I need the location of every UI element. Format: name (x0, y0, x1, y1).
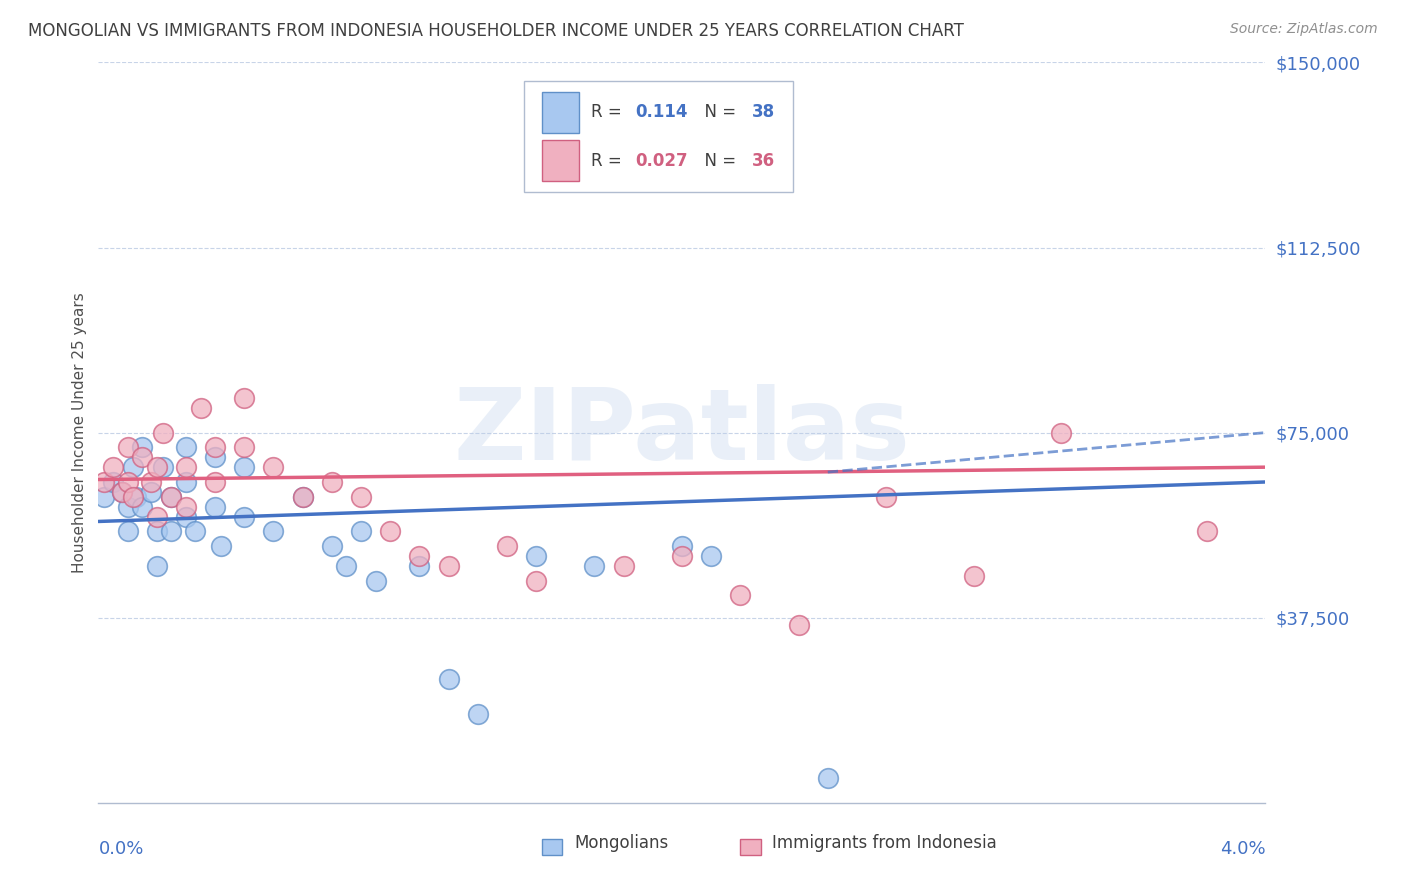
Text: 36: 36 (752, 152, 775, 169)
Point (1197, 524, 1219, 539)
Point (233, 460, 256, 475)
Point (146, 558, 169, 573)
Point (583, 558, 606, 573)
Point (125, 490, 148, 504)
Point (122, 460, 145, 475)
Text: 4.0%: 4.0% (1220, 840, 1265, 858)
Bar (541, 92, 579, 133)
Point (1050, 425, 1073, 440)
Text: 0.0%: 0.0% (98, 840, 143, 858)
Point (962, 568, 984, 582)
Text: 38: 38 (752, 103, 775, 121)
Point (204, 450, 226, 465)
Bar (541, 839, 562, 855)
Point (101, 475, 124, 489)
Point (117, 441, 139, 455)
Point (467, 706, 489, 721)
Point (233, 509, 256, 524)
Text: R =: R = (591, 103, 627, 121)
Point (174, 441, 197, 455)
Text: ZIPatlas: ZIPatlas (454, 384, 910, 481)
Point (146, 524, 169, 539)
Point (122, 490, 145, 504)
Point (700, 549, 723, 563)
Point (160, 490, 183, 504)
Point (291, 490, 314, 504)
Point (380, 524, 402, 539)
Point (174, 475, 197, 489)
Point (671, 549, 693, 563)
Point (174, 500, 197, 514)
Point (146, 509, 169, 524)
Point (209, 539, 232, 553)
Point (117, 524, 139, 539)
Bar (741, 839, 761, 855)
Point (117, 475, 139, 489)
Point (291, 490, 314, 504)
Point (875, 490, 897, 504)
FancyBboxPatch shape (524, 81, 793, 192)
Point (204, 441, 226, 455)
Point (233, 391, 256, 405)
Point (817, 771, 839, 785)
Point (111, 484, 134, 499)
Text: 0.114: 0.114 (636, 103, 688, 121)
Point (321, 475, 343, 489)
Point (139, 484, 162, 499)
Bar (541, 140, 579, 181)
Point (350, 490, 373, 504)
Point (437, 558, 460, 573)
Point (160, 524, 183, 539)
Text: N =: N = (693, 103, 741, 121)
Point (204, 475, 226, 489)
Point (131, 450, 153, 465)
Text: Immigrants from Indonesia: Immigrants from Indonesia (772, 834, 997, 852)
Point (321, 539, 343, 553)
Point (139, 475, 162, 489)
Point (787, 618, 810, 632)
Point (262, 460, 284, 475)
Point (111, 484, 134, 499)
Point (117, 500, 139, 514)
Point (730, 589, 752, 603)
Point (671, 539, 693, 553)
Point (408, 549, 430, 563)
Point (93, 490, 115, 504)
Point (233, 441, 256, 455)
Point (160, 490, 183, 504)
Point (524, 574, 547, 588)
Point (174, 509, 197, 524)
Point (152, 460, 174, 475)
Text: N =: N = (693, 152, 741, 169)
Point (524, 549, 547, 563)
Point (190, 401, 212, 415)
Point (335, 558, 357, 573)
Point (174, 460, 197, 475)
Point (146, 460, 169, 475)
Point (350, 524, 373, 539)
Text: Source: ZipAtlas.com: Source: ZipAtlas.com (1230, 22, 1378, 37)
Point (152, 425, 174, 440)
Point (408, 558, 430, 573)
Text: MONGOLIAN VS IMMIGRANTS FROM INDONESIA HOUSEHOLDER INCOME UNDER 25 YEARS CORRELA: MONGOLIAN VS IMMIGRANTS FROM INDONESIA H… (28, 22, 965, 40)
Point (496, 539, 519, 553)
Point (93, 475, 115, 489)
Text: R =: R = (591, 152, 627, 169)
Point (262, 524, 284, 539)
Point (364, 574, 387, 588)
Point (612, 558, 634, 573)
Point (131, 441, 153, 455)
Point (204, 500, 226, 514)
Text: 0.027: 0.027 (636, 152, 688, 169)
Text: Mongolians: Mongolians (574, 834, 668, 852)
Point (131, 500, 153, 514)
Point (183, 524, 205, 539)
Point (437, 673, 460, 687)
Point (101, 460, 124, 475)
Y-axis label: Householder Income Under 25 years: Householder Income Under 25 years (72, 293, 87, 573)
